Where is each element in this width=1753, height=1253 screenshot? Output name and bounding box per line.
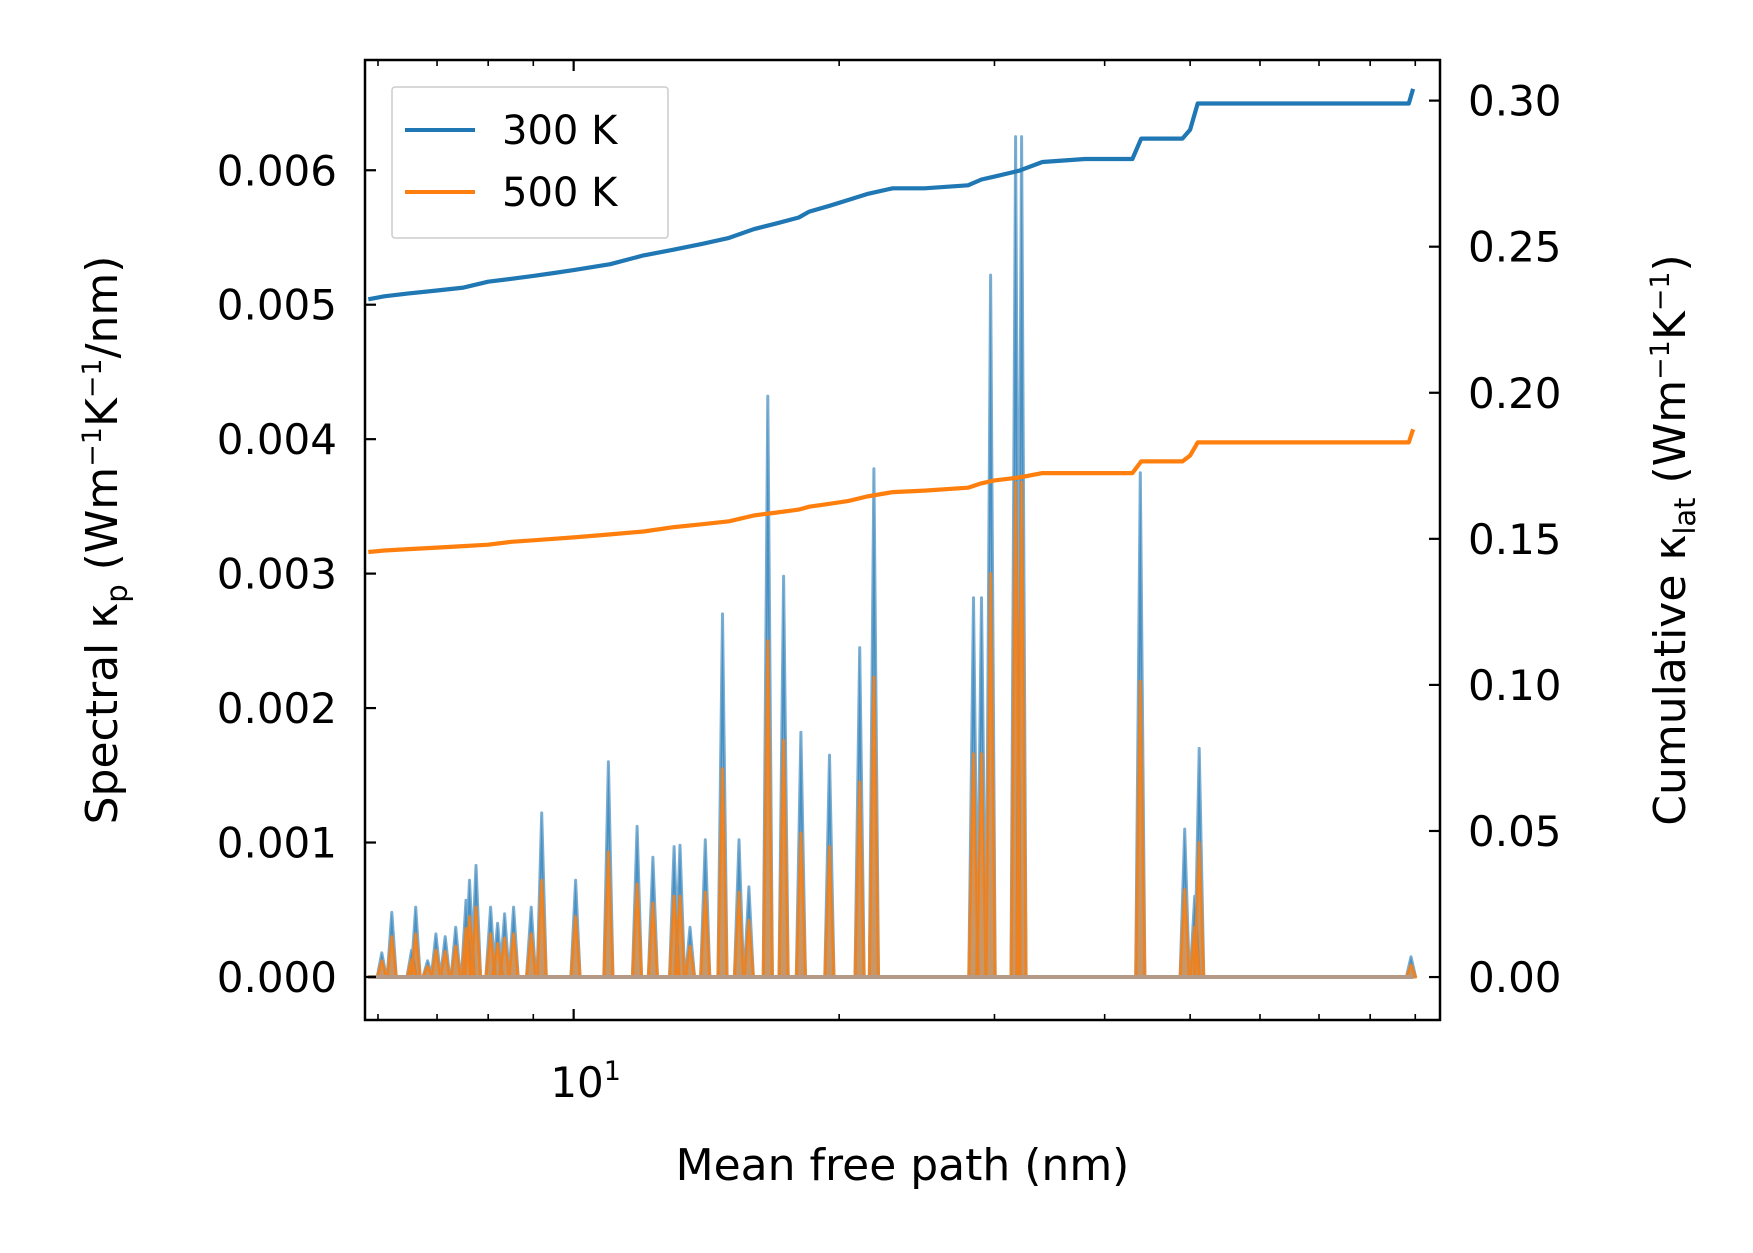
spectral-area-300k: [366, 135, 1418, 979]
left-y-tick-label: 0.004: [217, 415, 337, 464]
right-y-tick-label: 0.05: [1468, 807, 1562, 856]
left-y-tick-label: 0.002: [217, 684, 337, 733]
left-y-tick-label: 0.005: [217, 281, 337, 330]
legend-label-500k: 500 K: [502, 170, 619, 216]
plot-frame: [363, 58, 1442, 1022]
right-y-tick-label: 0.10: [1468, 661, 1562, 710]
series-line-layer: [367, 88, 1416, 555]
right-y-tick-label: 0.15: [1468, 515, 1562, 564]
cumulative-line-500k: [368, 428, 1416, 555]
right-y-tick-label: 0.25: [1468, 223, 1562, 272]
legend-box: [391, 86, 669, 239]
right-y-tick-label: 0.00: [1468, 953, 1562, 1002]
x-axis-title: Mean free path (nm): [676, 1140, 1130, 1191]
left-y-tick-label: 0.006: [217, 146, 337, 195]
spectral-fill-layer: [366, 135, 1418, 979]
left-y-axis-title: Spectral κp (Wm−1K−1/nm): [77, 256, 134, 825]
right-y-tick-label: 0.30: [1468, 77, 1562, 126]
tick-layer: 0.000 0.001 0.002 0.003 0.004 0.005 0.006 0.00 0…: [217, 60, 1562, 1020]
left-y-tick-label: 0.003: [217, 550, 337, 599]
cumulative-line-300k: [367, 88, 1416, 302]
left-y-tick-label: 0.001: [217, 819, 337, 868]
right-y-tick-label: 0.20: [1468, 369, 1562, 418]
x-tick-label: 101: [550, 1056, 621, 1107]
left-y-tick-label: 0.000: [217, 953, 337, 1002]
right-y-axis-title: Cumulative κlat (Wm−1K−1): [1645, 254, 1702, 825]
legend: 300 K 500 K: [391, 86, 669, 239]
legend-label-300k: 300 K: [502, 108, 619, 154]
spectral-area-500k: [366, 480, 1418, 979]
